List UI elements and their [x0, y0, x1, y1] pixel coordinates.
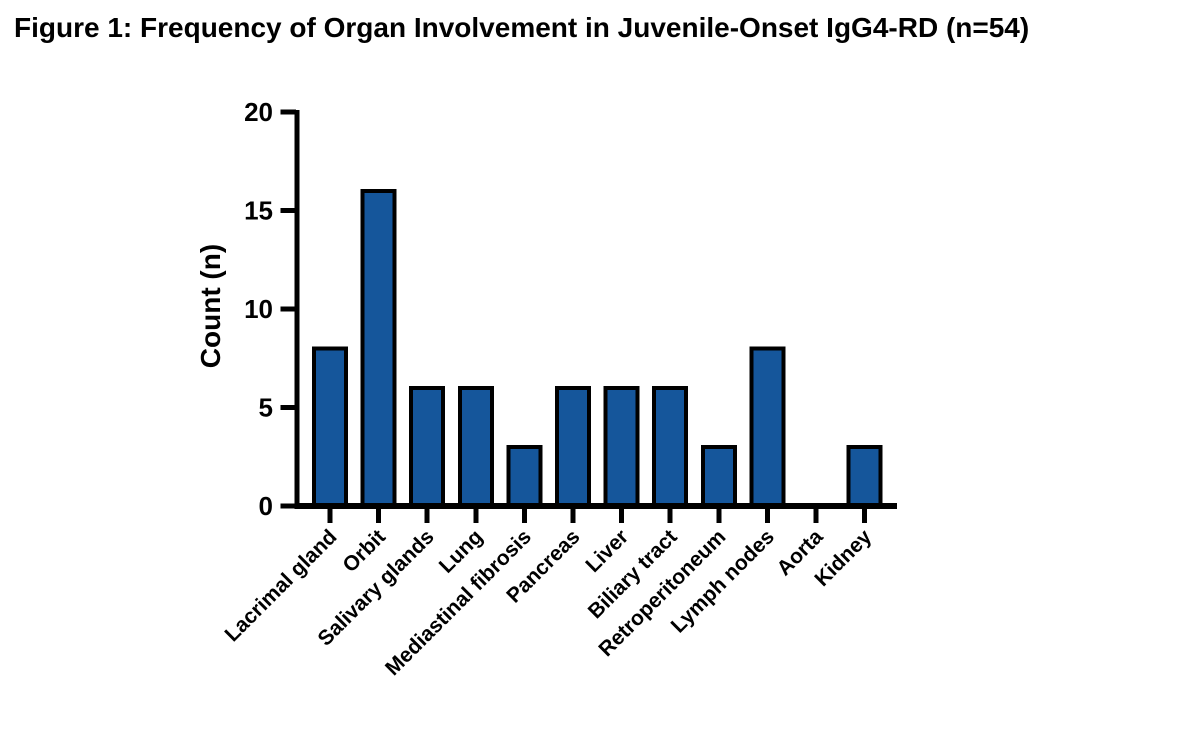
bar — [312, 346, 348, 508]
y-tick-label: 0 — [259, 491, 273, 521]
bar — [846, 444, 883, 508]
bar — [700, 444, 737, 508]
bar — [409, 385, 446, 508]
y-tick-label: 10 — [244, 294, 273, 324]
y-tick-label: 15 — [244, 196, 273, 226]
bar — [555, 385, 591, 508]
y-tick-label: 20 — [244, 97, 273, 127]
figure-title: Figure 1: Frequency of Organ Involvement… — [14, 12, 1030, 43]
bar — [457, 385, 494, 508]
bar — [652, 385, 689, 508]
y-tick-label: 5 — [259, 393, 273, 423]
bar — [749, 346, 786, 508]
bar — [506, 444, 543, 508]
bar — [360, 188, 397, 509]
bar — [603, 385, 640, 508]
